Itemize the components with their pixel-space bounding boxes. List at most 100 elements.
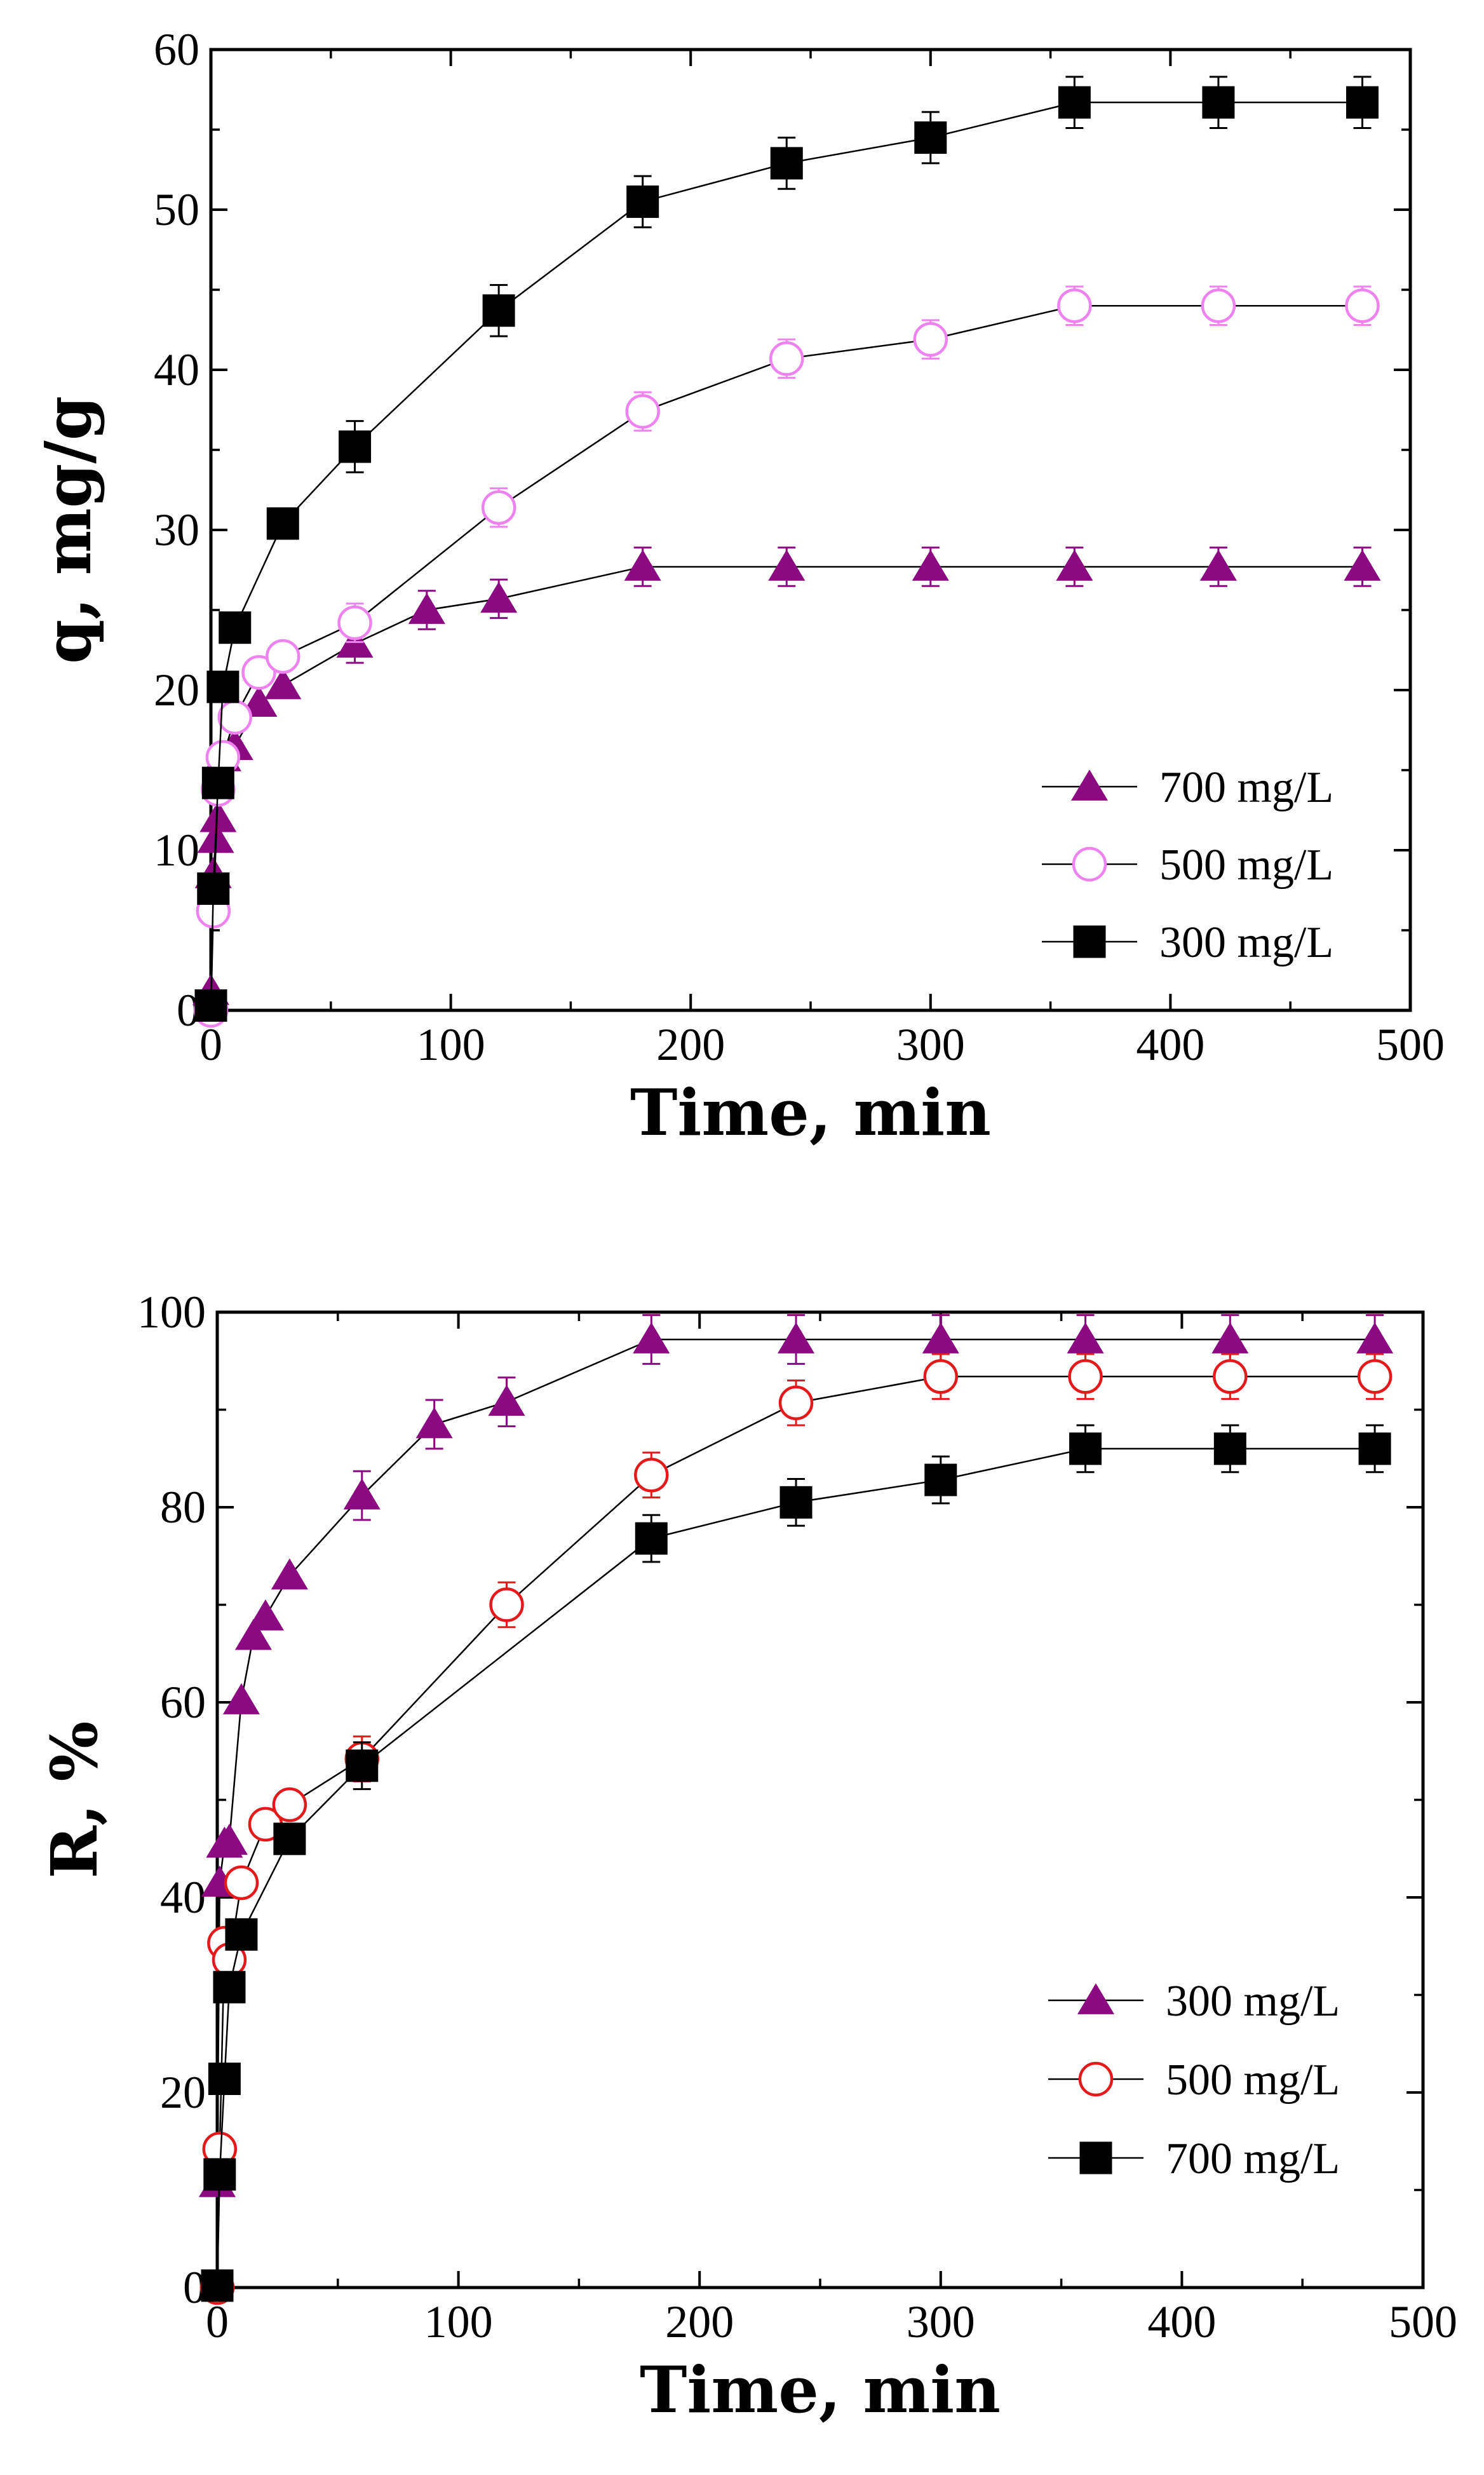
data-point bbox=[1358, 1432, 1391, 1465]
data-point bbox=[197, 872, 230, 905]
y-tick-label: 50 bbox=[154, 184, 199, 235]
y-axis-title: R, % bbox=[37, 1721, 112, 1879]
legend-label: 500 mg/L bbox=[1159, 841, 1333, 890]
data-point bbox=[199, 801, 237, 832]
data-point bbox=[266, 507, 299, 540]
data-point bbox=[225, 1918, 258, 1951]
data-point bbox=[779, 1486, 813, 1519]
x-tick-label: 0 bbox=[199, 1019, 222, 1070]
data-point bbox=[219, 611, 252, 644]
legend-entry: 500 mg/L bbox=[1042, 841, 1333, 890]
data-point bbox=[1056, 550, 1093, 581]
data-point bbox=[271, 1558, 308, 1590]
data-point bbox=[769, 341, 804, 376]
x-tick-label: 300 bbox=[896, 1019, 965, 1070]
legend-entry: 300 mg/L bbox=[1042, 918, 1333, 967]
data-point bbox=[1057, 288, 1092, 323]
legend-entry: 700 mg/L bbox=[1042, 763, 1333, 812]
legend-label: 300 mg/L bbox=[1166, 1977, 1340, 2026]
y-tick-label: 100 bbox=[137, 1287, 206, 1338]
data-point bbox=[481, 490, 516, 525]
x-tick-label: 200 bbox=[665, 2296, 734, 2347]
data-point bbox=[208, 2063, 241, 2096]
legend-entry: 300 mg/L bbox=[1048, 1977, 1340, 2026]
y-tick-label: 20 bbox=[160, 2067, 206, 2118]
data-point bbox=[1211, 1322, 1249, 1353]
y-tick-label: 10 bbox=[154, 825, 199, 876]
legend-label: 300 mg/L bbox=[1159, 918, 1333, 967]
y-tick-label: 60 bbox=[154, 24, 199, 75]
data-point bbox=[222, 1683, 260, 1714]
x-axis-title: Time, min bbox=[630, 1075, 991, 1150]
data-point bbox=[626, 185, 659, 218]
data-point bbox=[1199, 550, 1237, 581]
data-point bbox=[1346, 86, 1379, 119]
legend-marker bbox=[1070, 770, 1109, 801]
data-point bbox=[210, 1824, 248, 1855]
data-point bbox=[264, 668, 302, 700]
data-point bbox=[346, 1749, 379, 1782]
legend-entry: 500 mg/L bbox=[1048, 2056, 1340, 2105]
data-point bbox=[482, 294, 515, 327]
data-point bbox=[778, 1322, 815, 1353]
x-tick-label: 0 bbox=[206, 2296, 229, 2347]
data-point bbox=[1357, 1359, 1393, 1394]
data-point bbox=[246, 1599, 284, 1631]
y-tick-label: 20 bbox=[154, 665, 199, 715]
y-tick-label: 40 bbox=[154, 344, 199, 395]
data-point bbox=[266, 639, 300, 674]
data-point bbox=[488, 1385, 525, 1416]
x-tick-label: 500 bbox=[1389, 2296, 1457, 2347]
data-point bbox=[778, 1385, 814, 1421]
data-point bbox=[206, 670, 239, 703]
data-point bbox=[912, 550, 949, 581]
data-point bbox=[624, 550, 661, 581]
data-point bbox=[1201, 288, 1236, 323]
data-point bbox=[633, 1322, 670, 1353]
x-tick-label: 400 bbox=[1136, 1019, 1204, 1070]
data-point bbox=[343, 1478, 381, 1510]
data-point bbox=[224, 1865, 259, 1901]
legend-marker bbox=[1078, 2061, 1114, 2097]
data-point bbox=[234, 1618, 272, 1650]
data-point bbox=[1213, 1359, 1248, 1394]
series-square bbox=[201, 1424, 1391, 2302]
legend-marker bbox=[1079, 2141, 1112, 2174]
data-point bbox=[913, 322, 948, 357]
data-point bbox=[924, 1463, 957, 1496]
x-tick-label: 100 bbox=[417, 1019, 485, 1070]
legend-marker bbox=[1072, 846, 1107, 882]
data-point bbox=[1067, 1322, 1104, 1353]
data-point bbox=[408, 593, 445, 624]
data-point bbox=[489, 1587, 524, 1622]
data-point bbox=[213, 1970, 246, 2004]
data-point bbox=[203, 2158, 236, 2191]
x-axis-title: Time, min bbox=[640, 2352, 1001, 2427]
data-point bbox=[194, 989, 227, 1022]
legend-label: 700 mg/L bbox=[1159, 763, 1333, 812]
data-point bbox=[240, 686, 278, 717]
data-point bbox=[339, 430, 372, 463]
data-point bbox=[273, 1822, 306, 1855]
data-point bbox=[201, 766, 234, 799]
x-tick-label: 300 bbox=[907, 2296, 975, 2347]
data-point bbox=[634, 1458, 669, 1493]
data-point bbox=[217, 700, 253, 735]
data-point bbox=[337, 605, 372, 641]
data-point bbox=[201, 2269, 234, 2302]
data-point bbox=[923, 1359, 959, 1394]
legend-marker bbox=[1077, 1983, 1115, 2014]
data-point bbox=[1213, 1432, 1246, 1465]
data-point bbox=[415, 1407, 453, 1439]
data-point bbox=[635, 1522, 668, 1555]
data-point bbox=[914, 121, 947, 154]
data-point bbox=[1069, 1432, 1102, 1465]
data-point bbox=[625, 394, 660, 429]
y-tick-label: 60 bbox=[160, 1677, 206, 1728]
y-tick-label: 80 bbox=[160, 1482, 206, 1533]
data-point bbox=[1356, 1322, 1394, 1353]
x-tick-label: 400 bbox=[1147, 2296, 1216, 2347]
series-square bbox=[194, 76, 1379, 1022]
